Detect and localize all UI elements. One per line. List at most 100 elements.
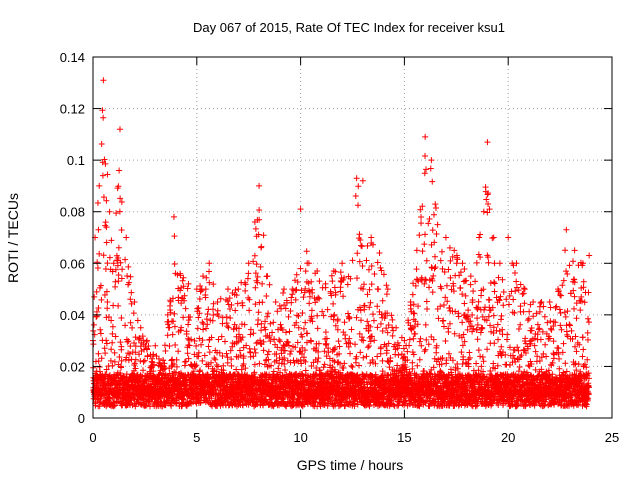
data-point	[95, 350, 102, 357]
data-point	[150, 361, 157, 368]
data-point	[95, 305, 102, 312]
data-point	[125, 357, 132, 364]
data-point	[253, 261, 260, 268]
data-point	[124, 272, 131, 279]
data-point	[239, 302, 246, 309]
data-point	[242, 281, 249, 288]
data-point	[224, 298, 231, 305]
data-point	[118, 314, 125, 321]
data-point	[117, 339, 124, 346]
data-point	[127, 319, 134, 326]
data-point	[196, 335, 203, 342]
data-point	[214, 307, 221, 314]
data-point	[228, 356, 235, 363]
data-point	[98, 355, 105, 362]
data-point	[94, 265, 101, 272]
data-point	[201, 352, 208, 359]
data-point	[225, 324, 232, 331]
data-point	[245, 270, 252, 277]
data-point	[226, 295, 233, 302]
data-point	[100, 252, 107, 259]
data-point	[206, 349, 213, 356]
data-point	[217, 295, 224, 302]
data-point	[292, 344, 299, 351]
data-point	[206, 279, 213, 286]
data-point	[273, 351, 280, 358]
data-point	[260, 338, 267, 345]
data-point	[118, 226, 125, 233]
data-point	[258, 327, 265, 334]
data-point	[285, 339, 292, 346]
data-point	[168, 357, 175, 364]
data-point	[115, 278, 122, 285]
data-point	[265, 356, 272, 363]
data-point	[252, 284, 259, 291]
data-point	[115, 244, 122, 251]
data-point	[130, 310, 137, 317]
data-point	[156, 359, 163, 366]
data-point	[165, 318, 172, 325]
data-point	[292, 287, 299, 294]
data-point	[289, 291, 296, 298]
data-point	[185, 355, 192, 362]
data-point	[268, 362, 275, 369]
data-point	[166, 342, 173, 349]
data-point	[210, 312, 217, 319]
data-point	[180, 314, 187, 321]
data-point	[187, 314, 194, 321]
data-point	[251, 361, 258, 368]
data-point	[103, 337, 110, 344]
data-point	[251, 369, 258, 376]
data-point	[118, 343, 125, 350]
data-point	[111, 349, 118, 356]
data-point	[182, 305, 189, 312]
data-point	[280, 342, 287, 349]
data-point	[97, 330, 104, 337]
data-point	[90, 321, 97, 328]
data-point	[210, 306, 217, 313]
data-point	[238, 366, 245, 373]
data-point	[109, 362, 116, 369]
data-point	[111, 358, 118, 365]
data-point	[101, 291, 108, 298]
data-point	[237, 352, 244, 359]
data-point	[282, 366, 289, 373]
data-point	[202, 286, 209, 293]
data-point	[91, 293, 98, 300]
data-point	[183, 331, 190, 338]
data-point	[170, 360, 177, 367]
data-point	[255, 309, 262, 316]
data-point	[227, 315, 234, 322]
data-point	[98, 296, 105, 303]
data-point	[118, 364, 125, 371]
data-point	[93, 308, 100, 315]
data-point	[116, 354, 123, 361]
data-point	[213, 368, 220, 375]
data-point	[235, 386, 242, 393]
data-point	[208, 359, 215, 366]
data-point	[125, 263, 132, 270]
data-point	[118, 357, 125, 364]
data-point	[195, 314, 202, 321]
data-point	[235, 338, 242, 345]
data-point	[100, 194, 107, 201]
data-point	[266, 281, 273, 288]
data-point	[109, 330, 116, 337]
data-point	[246, 296, 253, 303]
data-point	[258, 243, 265, 250]
data-point	[164, 332, 171, 339]
data-point	[173, 356, 180, 363]
data-point	[131, 340, 138, 347]
data-point	[179, 277, 186, 284]
data-point	[276, 336, 283, 343]
data-point	[182, 358, 189, 365]
data-point	[250, 258, 257, 265]
data-point	[97, 282, 104, 289]
data-point	[269, 329, 276, 336]
data-point	[267, 320, 274, 327]
data-point	[185, 317, 192, 324]
data-point	[199, 357, 206, 364]
data-point	[125, 338, 132, 345]
data-point	[122, 256, 129, 263]
